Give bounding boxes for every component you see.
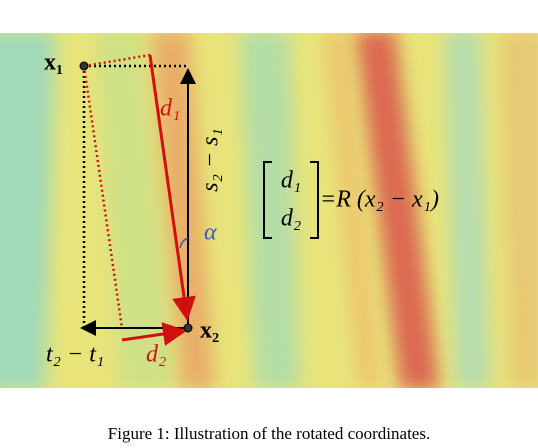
background-image (0, 33, 538, 388)
label-x1: x₁ (44, 50, 63, 76)
label-d2: d₂ (146, 342, 166, 368)
label-alpha: α (204, 220, 217, 246)
label-x2: x₂ (200, 318, 219, 344)
label-t-diff: t₂ − t₁ (46, 342, 104, 368)
matrix-entry: d₁ (281, 168, 301, 194)
caption: Figure 1: Illustration of the rotated co… (108, 424, 430, 443)
label-d1: d₁ (160, 96, 180, 122)
equation: d₁ d₂ =R (x₂ − x₁) (263, 161, 439, 239)
equation-rhs: =R (x₂ − x₁) (320, 187, 439, 213)
label-s-diff: s₂ − s₁ (198, 128, 224, 192)
construction-lines (79, 53, 196, 346)
matrix-entry: d₂ (281, 206, 301, 232)
